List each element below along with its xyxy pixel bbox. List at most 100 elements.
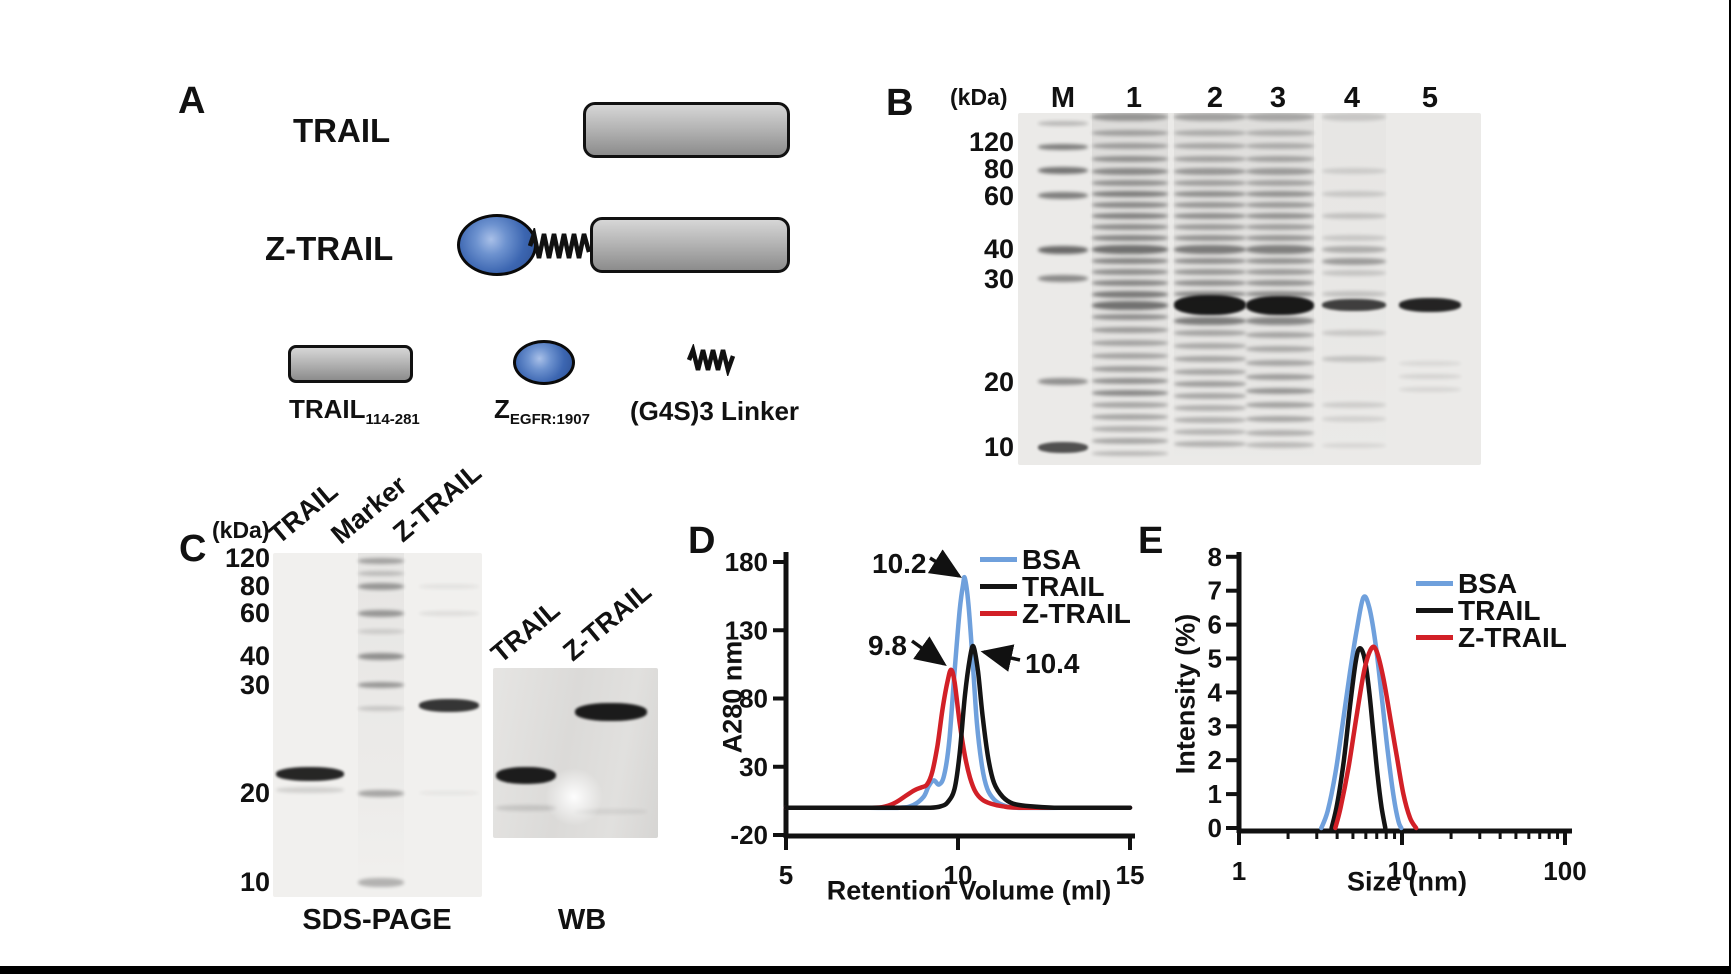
wb-surface (493, 668, 658, 838)
gel-b-lane-label-1: 1 (1125, 82, 1143, 114)
size-exclusion-chromatogram-legend-item-BSA: BSA (980, 545, 1131, 573)
gel-b-band-0-1 (1038, 144, 1088, 150)
gel-b-band-1-20 (1092, 353, 1168, 359)
dls-size-distribution-legend-label-Z-TRAIL: Z-TRAIL (1458, 621, 1567, 653)
sec-legend: BSA TRAIL Z-TRAIL (980, 545, 1131, 627)
size-exclusion-chromatogram-legend-label-TRAIL: TRAIL (1022, 570, 1105, 602)
gel-c-band-1-5 (358, 652, 404, 660)
gel-b-band-1-25 (1092, 414, 1168, 420)
gel-b-lane-smear-3 (1246, 113, 1314, 465)
gel-b-band-1-18 (1092, 327, 1168, 333)
gel-b-band-1-0 (1092, 113, 1168, 121)
dls-size-distribution-legend-item-TRAIL: TRAIL (1416, 594, 1567, 626)
dls-size-distribution-yticklabel-5: 5 (1208, 644, 1222, 674)
gel-b-band-0-0 (1038, 120, 1088, 126)
gel-c-band-1-9 (358, 877, 404, 887)
gel-c-band-1-6 (358, 682, 404, 688)
z-trail-legend-line-icon (980, 611, 1017, 616)
gel-b-band-2-15 (1174, 291, 1246, 297)
dls-size-distribution-yticklabel-2: 2 (1208, 745, 1222, 775)
gel-b-band-2-2 (1174, 143, 1246, 149)
trail-domain-rect-row1 (583, 102, 790, 158)
legend-trail-label: TRAIL114-281 (289, 394, 420, 428)
gel-c-band-2-1 (419, 610, 479, 616)
gel-b-band-3-12 (1246, 258, 1314, 264)
gel-b-band-4-11 (1322, 356, 1386, 362)
panel-a-ztrail-label: Z-TRAIL (265, 230, 394, 267)
size-exclusion-chromatogram-annotation-arrow-9.8 (910, 636, 947, 667)
trail-legend-line-icon (1416, 608, 1453, 613)
panel-a-trail-label: TRAIL (293, 112, 391, 149)
gel-b-band-4-9 (1322, 299, 1386, 311)
gel-b-band-0-6 (1038, 377, 1088, 385)
gel-b-band-1-5 (1092, 180, 1168, 186)
legend-trail-main: TRAIL (289, 394, 366, 424)
gel-c-band-2-0 (419, 583, 479, 589)
gel-b-band-1-26 (1092, 426, 1168, 432)
gel-b-band-1-24 (1092, 402, 1168, 408)
size-exclusion-chromatogram-yticklabel-180: 180 (725, 547, 768, 577)
gel-b-band-0-3 (1038, 191, 1088, 199)
gel-c-marker-30: 30 (239, 670, 270, 700)
gel-b-band-2-6 (1174, 191, 1246, 197)
gel-b-band-1-17 (1092, 314, 1168, 320)
panel-e-letter: E (1138, 520, 1164, 562)
gel-c-marker-20: 20 (239, 778, 270, 808)
gel-b-band-4-1 (1322, 168, 1386, 174)
gel-b-band-2-23 (1174, 393, 1246, 399)
gel-b-band-1-1 (1092, 130, 1168, 136)
gel-b-band-3-0 (1246, 113, 1314, 121)
sec-y-axis-label: A280 nm (717, 640, 748, 754)
wb-white-blotch (545, 768, 603, 826)
gel-b-band-2-5 (1174, 180, 1246, 186)
dls-size-distribution-yticklabel-1: 1 (1208, 779, 1222, 809)
gel-b-band-1-15 (1092, 290, 1168, 298)
gel-c-marker-10: 10 (239, 867, 270, 897)
gel-b-marker-60: 60 (983, 181, 1014, 211)
gel-c-band-1-4 (358, 628, 404, 634)
gel-b-band-1-4 (1092, 167, 1168, 175)
gel-b-band-4-3 (1322, 213, 1386, 219)
panel-b-kda-label: (kDa) (950, 84, 1008, 110)
gel-b-band-3-8 (1246, 213, 1314, 219)
panel-b-letter: B (886, 82, 914, 124)
dls-size-distribution-legend-label-TRAIL: TRAIL (1458, 594, 1541, 626)
size-exclusion-chromatogram-curve-Z-TRAIL (783, 667, 1133, 811)
legend-linker-zigzag (686, 344, 736, 376)
gel-b-band-4-2 (1322, 191, 1386, 197)
gel-b-band-0-7 (1038, 441, 1088, 453)
gel-b-band-1-6 (1092, 191, 1168, 197)
gel-b-marker-120: 120 (968, 127, 1014, 157)
gel-b-band-3-2 (1246, 143, 1314, 149)
gel-c-band-1-0 (358, 558, 404, 564)
gel-b-band-1-14 (1092, 280, 1168, 286)
gel-b-lane-label-2: 2 (1206, 82, 1224, 114)
gel-b-band-1-22 (1092, 378, 1168, 384)
dls-size-distribution-curve-Z-TRAIL (1333, 644, 1419, 831)
panel-d-letter: D (688, 520, 716, 562)
gel-b-band-3-21 (1246, 374, 1314, 380)
gel-b-band-4-4 (1322, 235, 1386, 241)
gel-b-band-0-4 (1038, 246, 1088, 254)
gel-b-band-2-13 (1174, 269, 1246, 275)
gel-b-band-1-3 (1092, 156, 1168, 162)
wb-lane-label-TRAIL: TRAIL (485, 594, 566, 669)
size-exclusion-chromatogram-legend-item-Z-TRAIL: Z-TRAIL (980, 599, 1131, 627)
panel-c-kda-label: (kDa) (212, 517, 270, 543)
wb-band-1-0 (575, 703, 647, 721)
gel-c-lane-smear-1 (358, 553, 404, 897)
gel-b-band-1-28 (1092, 450, 1168, 456)
gel-c-band-1-2 (358, 582, 404, 590)
gel-b-band-2-14 (1174, 280, 1246, 286)
gel-c-band-2-2 (419, 698, 479, 712)
gel-b-surface (1018, 113, 1481, 465)
gel-b-band-3-18 (1246, 332, 1314, 338)
wb-lane-label-Z-TRAIL: Z-TRAIL (557, 576, 658, 667)
gel-b-band-4-10 (1322, 330, 1386, 336)
gel-b-band-2-27 (1174, 441, 1246, 447)
gel-c-marker-60: 60 (239, 598, 270, 628)
gel-c-band-0-1 (276, 787, 344, 793)
gel-b-lane-label-M: M (1050, 82, 1076, 114)
gel-b-band-3-23 (1246, 402, 1314, 408)
dls-size-distribution-yticklabel-4: 4 (1208, 677, 1223, 707)
